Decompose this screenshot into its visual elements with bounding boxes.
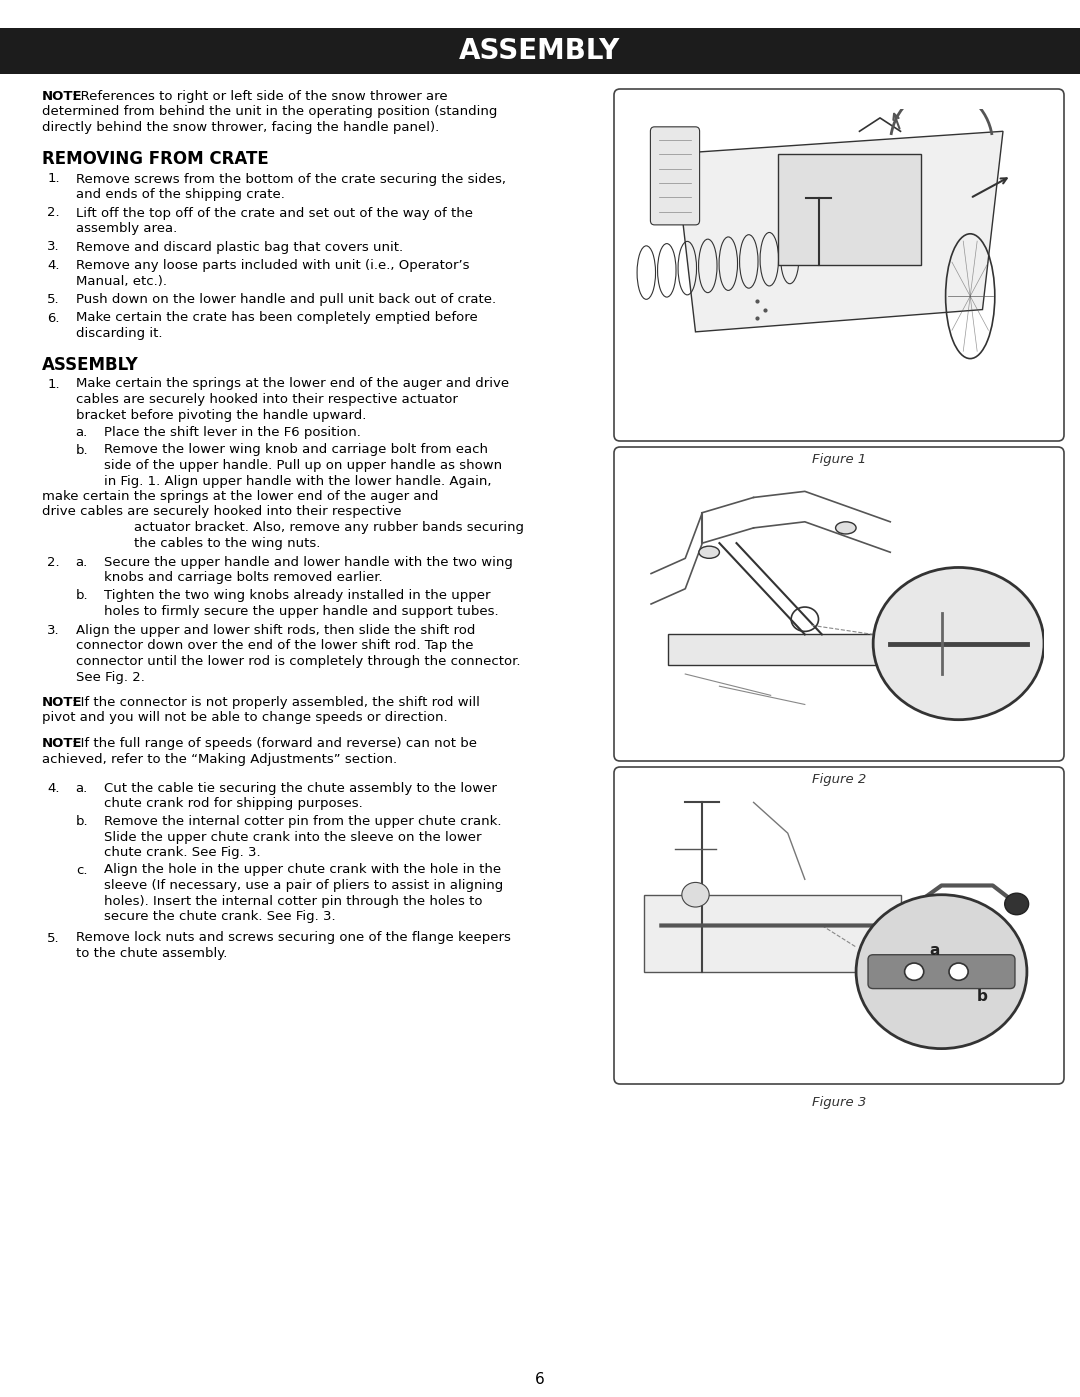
Circle shape [856, 894, 1027, 1049]
Text: 2.: 2. [48, 207, 60, 219]
Text: b.: b. [76, 443, 87, 457]
Text: sleeve (If necessary, use a pair of pliers to assist in aligning: sleeve (If necessary, use a pair of plie… [104, 879, 503, 893]
Text: and ends of the shipping crate.: and ends of the shipping crate. [76, 189, 285, 201]
Text: assembly area.: assembly area. [76, 222, 177, 235]
Bar [0, 28, 1080, 74]
Text: Lift off the top off of the crate and set out of the way of the: Lift off the top off of the crate and se… [76, 207, 473, 219]
Text: Make certain the crate has been completely emptied before: Make certain the crate has been complete… [76, 312, 477, 324]
Ellipse shape [699, 546, 719, 559]
Text: to the chute assembly.: to the chute assembly. [76, 947, 228, 960]
Text: 6: 6 [535, 1372, 545, 1387]
Circle shape [905, 963, 923, 981]
Text: 1.: 1. [48, 377, 60, 391]
Text: drive cables are securely hooked into their respective: drive cables are securely hooked into th… [42, 506, 402, 518]
Text: cables are securely hooked into their respective actuator: cables are securely hooked into their re… [76, 393, 458, 407]
FancyBboxPatch shape [778, 154, 921, 265]
Text: actuator bracket. Also, remove any rubber bands securing: actuator bracket. Also, remove any rubbe… [134, 521, 524, 534]
Text: 1.: 1. [48, 172, 60, 186]
FancyBboxPatch shape [615, 89, 1064, 441]
Text: Manual, etc.).: Manual, etc.). [76, 274, 167, 288]
Text: Align the hole in the upper chute crank with the hole in the: Align the hole in the upper chute crank … [104, 863, 501, 876]
Polygon shape [675, 131, 1003, 332]
Text: determined from behind the unit in the operating position (standing: determined from behind the unit in the o… [42, 106, 498, 119]
Text: b.: b. [76, 590, 87, 602]
Text: a.: a. [76, 556, 87, 569]
Text: a.: a. [76, 426, 87, 439]
Text: in Fig. 1. Align upper handle with the lower handle. Again,: in Fig. 1. Align upper handle with the l… [104, 475, 491, 488]
Text: REMOVING FROM CRATE: REMOVING FROM CRATE [42, 151, 269, 169]
Text: b.: b. [76, 814, 87, 828]
Text: Figure 1: Figure 1 [812, 453, 866, 467]
Text: Remove and discard plastic bag that covers unit.: Remove and discard plastic bag that cove… [76, 240, 403, 253]
Text: Figure 3: Figure 3 [812, 1097, 866, 1109]
Circle shape [1004, 893, 1028, 915]
FancyBboxPatch shape [868, 954, 1015, 989]
FancyBboxPatch shape [645, 894, 901, 972]
Text: chute crank. See Fig. 3.: chute crank. See Fig. 3. [104, 847, 260, 859]
Text: 3.: 3. [48, 624, 60, 637]
FancyBboxPatch shape [669, 634, 890, 665]
Text: side of the upper handle. Pull up on upper handle as shown: side of the upper handle. Pull up on upp… [104, 460, 502, 472]
Text: chute crank rod for shipping purposes.: chute crank rod for shipping purposes. [104, 798, 363, 810]
Circle shape [873, 567, 1044, 719]
Text: b: b [977, 989, 988, 1004]
Text: Figure 2: Figure 2 [812, 773, 866, 787]
Text: Remove screws from the bottom of the crate securing the sides,: Remove screws from the bottom of the cra… [76, 172, 507, 186]
Text: 5.: 5. [48, 293, 60, 306]
Text: : If the full range of speeds (forward and reverse) can not be: : If the full range of speeds (forward a… [72, 738, 477, 750]
Text: Push down on the lower handle and pull unit back out of crate.: Push down on the lower handle and pull u… [76, 293, 496, 306]
Text: secure the chute crank. See Fig. 3.: secure the chute crank. See Fig. 3. [104, 909, 336, 923]
Text: 3.: 3. [48, 240, 60, 253]
Text: ASSEMBLY: ASSEMBLY [42, 355, 138, 373]
Text: : If the connector is not properly assembled, the shift rod will: : If the connector is not properly assem… [72, 696, 480, 710]
Text: NOTE: NOTE [42, 696, 83, 710]
Text: Tighten the two wing knobs already installed in the upper: Tighten the two wing knobs already insta… [104, 590, 490, 602]
Text: Make certain the springs at the lower end of the auger and drive: Make certain the springs at the lower en… [76, 377, 509, 391]
FancyBboxPatch shape [615, 767, 1064, 1084]
Text: directly behind the snow thrower, facing the handle panel).: directly behind the snow thrower, facing… [42, 122, 440, 134]
Text: pivot and you will not be able to change speeds or direction.: pivot and you will not be able to change… [42, 711, 447, 725]
Text: knobs and carriage bolts removed earlier.: knobs and carriage bolts removed earlier… [104, 571, 382, 584]
Text: discarding it.: discarding it. [76, 327, 162, 339]
Text: Cut the cable tie securing the chute assembly to the lower: Cut the cable tie securing the chute ass… [104, 782, 497, 795]
Text: 5.: 5. [48, 932, 60, 944]
Text: 4.: 4. [48, 258, 60, 272]
Text: See Fig. 2.: See Fig. 2. [76, 671, 145, 683]
Text: holes to firmly secure the upper handle and support tubes.: holes to firmly secure the upper handle … [104, 605, 499, 617]
FancyBboxPatch shape [615, 447, 1064, 761]
Text: 2.: 2. [48, 556, 60, 569]
Text: NOTE: NOTE [42, 738, 83, 750]
Text: achieved, refer to the “Making Adjustments” section.: achieved, refer to the “Making Adjustmen… [42, 753, 397, 766]
Text: NOTE: NOTE [42, 89, 83, 103]
Text: Remove lock nuts and screws securing one of the flange keepers: Remove lock nuts and screws securing one… [76, 932, 511, 944]
Ellipse shape [681, 883, 710, 907]
Text: c.: c. [77, 863, 87, 876]
Text: 6.: 6. [48, 312, 60, 324]
Text: holes). Insert the internal cotter pin through the holes to: holes). Insert the internal cotter pin t… [104, 894, 483, 908]
Text: Remove any loose parts included with unit (i.e., Operator’s: Remove any loose parts included with uni… [76, 258, 470, 272]
Circle shape [949, 963, 968, 981]
Text: : References to right or left side of the snow thrower are: : References to right or left side of th… [72, 89, 447, 103]
Text: bracket before pivoting the handle upward.: bracket before pivoting the handle upwar… [76, 408, 366, 422]
Text: the cables to the wing nuts.: the cables to the wing nuts. [134, 536, 321, 549]
Text: Secure the upper handle and lower handle with the two wing: Secure the upper handle and lower handle… [104, 556, 513, 569]
Text: Remove the internal cotter pin from the upper chute crank.: Remove the internal cotter pin from the … [104, 814, 501, 828]
Text: a.: a. [76, 782, 87, 795]
Text: connector down over the end of the lower shift rod. Tap the: connector down over the end of the lower… [76, 640, 473, 652]
Text: a: a [930, 943, 940, 957]
Ellipse shape [836, 522, 856, 534]
FancyBboxPatch shape [650, 127, 700, 225]
Text: Place the shift lever in the F6 position.: Place the shift lever in the F6 position… [104, 426, 361, 439]
Text: Remove the lower wing knob and carriage bolt from each: Remove the lower wing knob and carriage … [104, 443, 488, 457]
Text: ASSEMBLY: ASSEMBLY [459, 36, 621, 66]
Text: make certain the springs at the lower end of the auger and: make certain the springs at the lower en… [42, 490, 438, 503]
Text: Align the upper and lower shift rods, then slide the shift rod: Align the upper and lower shift rods, th… [76, 624, 475, 637]
Text: connector until the lower rod is completely through the connector.: connector until the lower rod is complet… [76, 655, 521, 668]
Text: 4.: 4. [48, 782, 60, 795]
Text: Slide the upper chute crank into the sleeve on the lower: Slide the upper chute crank into the sle… [104, 830, 482, 844]
